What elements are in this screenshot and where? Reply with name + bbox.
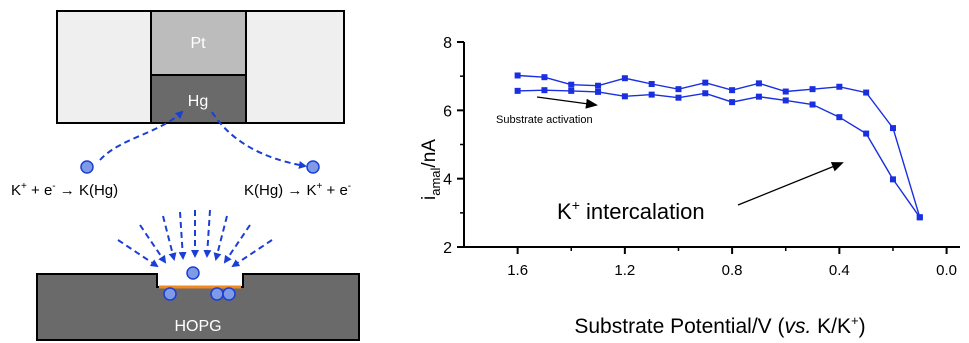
intercalation-label: K+ intercalation — [557, 197, 705, 224]
series-2-point — [514, 87, 521, 94]
series-1-point — [729, 87, 736, 94]
y-tick-label: 8 — [443, 35, 452, 52]
hopg-label: HOPG — [174, 318, 221, 335]
x-axis-ticks: 1.6 1.2 0.8 0.4 0.0 — [507, 247, 957, 279]
series-1-point — [702, 79, 709, 86]
ion-intercalated-3 — [222, 287, 236, 301]
ion-intercalated-2 — [210, 287, 224, 301]
deposition-arrow — [99, 110, 184, 161]
series-2-point — [809, 101, 816, 108]
y-tick-label: 6 — [443, 103, 452, 120]
reaction-right: K(Hg) → K+ + e- — [244, 181, 351, 199]
series-2-point — [541, 87, 548, 94]
series-1-point — [809, 86, 816, 93]
hopg-substrate — [36, 273, 360, 341]
ion-surface — [186, 266, 200, 280]
series-1-point — [648, 81, 655, 88]
series-2-point — [568, 87, 575, 94]
reaction-left: K+ + e- → K(Hg) — [11, 181, 118, 199]
series-layer — [514, 72, 923, 221]
series-2-point — [782, 97, 789, 104]
x-axis-label: Substrate Potential/V (vs. K/K+) — [574, 313, 865, 338]
series-2-point — [648, 91, 655, 98]
series-2-point — [836, 114, 843, 121]
activation-arrow — [536, 96, 598, 109]
series-2-point — [675, 94, 682, 101]
series-2-point — [595, 88, 602, 95]
series-1-point — [889, 125, 896, 132]
chart: 1.6 1.2 0.8 0.4 0.0 2 4 6 8 iamal/nA Substrate … — [419, 35, 960, 338]
y-tick-label: 4 — [443, 172, 452, 189]
electrode-schematic: Pt Hg K+ + e- → K(Hg) K(Hg) → K+ + e- — [11, 10, 360, 341]
hg-label: Hg — [188, 93, 208, 110]
series-2-point — [889, 176, 896, 183]
ion-left — [80, 160, 94, 174]
series-1-point — [541, 74, 548, 81]
series-1-point — [782, 88, 789, 95]
series-2-line — [517, 89, 921, 218]
series-1-point — [568, 81, 575, 88]
y-axis-label: iamal/nA — [419, 139, 443, 200]
series-2-point — [621, 93, 628, 100]
diffusion-arrows — [117, 209, 273, 268]
series-1-point — [621, 75, 628, 82]
y-tick-label: 2 — [443, 240, 452, 257]
series-2-point — [755, 93, 762, 100]
series-1-point — [514, 72, 521, 79]
ion-intercalated-1 — [163, 287, 177, 301]
x-tick-label: 0.4 — [829, 262, 850, 279]
x-tick-label: 1.2 — [614, 262, 635, 279]
pt-wire — [150, 10, 247, 76]
series-1-point — [863, 89, 870, 96]
series-2-point — [916, 214, 923, 221]
y-axis-ticks: 2 4 6 8 — [443, 35, 464, 257]
x-tick-label: 0.8 — [722, 262, 743, 279]
ion-right — [306, 160, 320, 174]
series-2-point — [863, 130, 870, 137]
series-2-point — [702, 90, 709, 97]
x-tick-label: 0.0 — [936, 262, 957, 279]
activation-label: Substrate activation — [496, 114, 593, 126]
hg-cap — [150, 74, 247, 124]
x-tick-label: 1.6 — [507, 262, 528, 279]
series-2-point — [729, 99, 736, 106]
series-1-point — [595, 82, 602, 89]
series-1-point — [675, 86, 682, 93]
stripping-arrow — [211, 111, 307, 169]
series-1-point — [755, 80, 762, 87]
series-1-point — [836, 83, 843, 90]
pt-label: Pt — [190, 35, 206, 52]
series-1-line — [517, 74, 921, 218]
intercalation-arrow — [737, 162, 844, 206]
